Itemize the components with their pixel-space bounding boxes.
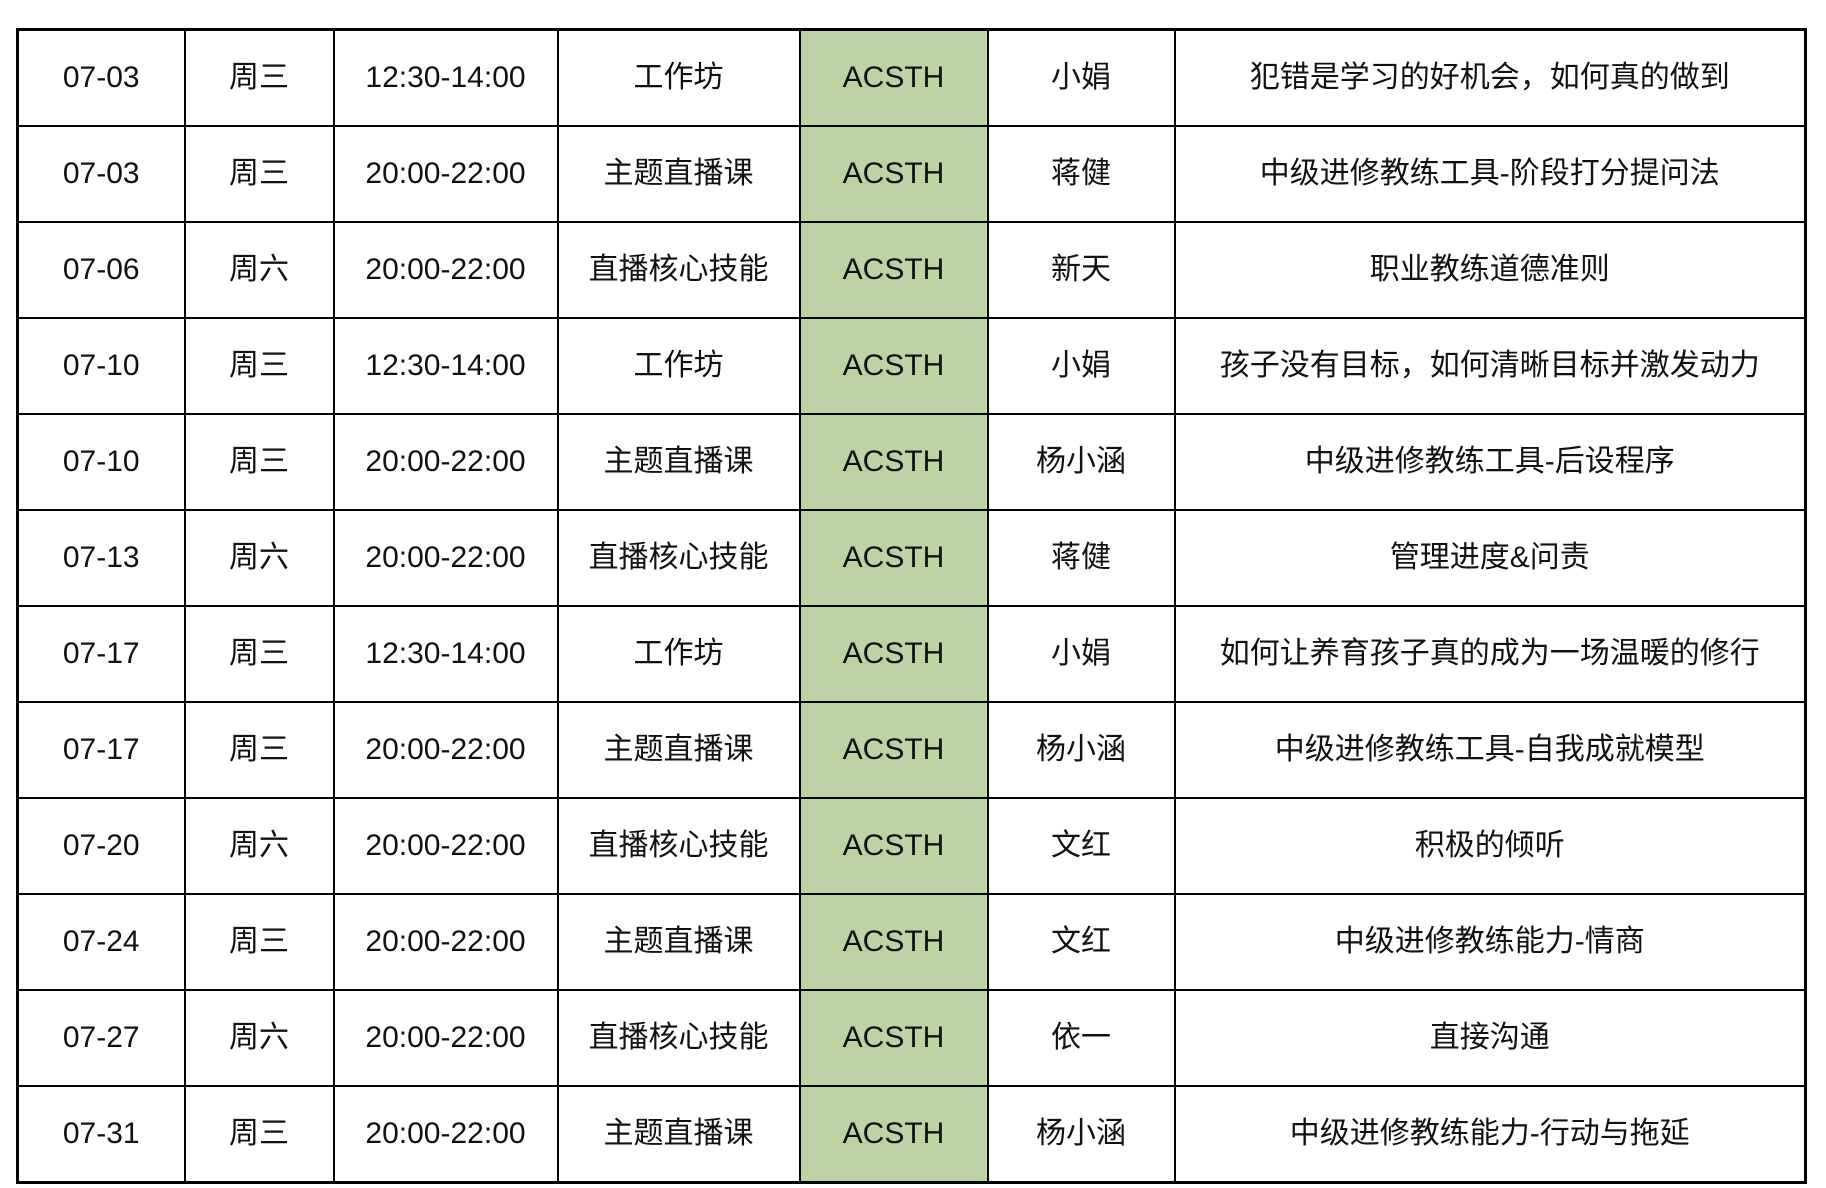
cell-track: ACSTH — [798, 28, 989, 127]
cell-instructor: 蒋健 — [986, 509, 1176, 607]
cell-instructor: 小娟 — [986, 28, 1176, 127]
table-row: 07-31 周三 20:00-22:00 主题直播课 ACSTH 杨小涵 中级进修教练能力-… — [16, 1085, 1807, 1184]
cell-type: 主题直播课 — [556, 701, 801, 799]
cell-topic: 管理进度&问责 — [1173, 509, 1807, 607]
table-row: 07-03 周三 12:30-14:00 工作坊 ACSTH 小娟 犯错是学习的好机会，如何… — [16, 28, 1807, 127]
cell-day: 周六 — [183, 509, 335, 607]
cell-topic: 如何让养育孩子真的成为一场温暖的修行 — [1173, 605, 1807, 703]
cell-topic: 中级进修教练工具-阶段打分提问法 — [1173, 125, 1807, 223]
table-row: 07-24 周三 20:00-22:00 主题直播课 ACSTH 文红 中级进修教练能力-情… — [16, 893, 1807, 991]
cell-type: 工作坊 — [556, 317, 801, 415]
cell-time: 20:00-22:00 — [332, 797, 559, 895]
cell-topic: 孩子没有目标，如何清晰目标并激发动力 — [1173, 317, 1807, 415]
cell-day: 周三 — [183, 605, 335, 703]
cell-instructor: 小娟 — [986, 605, 1176, 703]
cell-day: 周三 — [183, 413, 335, 511]
cell-type: 直播核心技能 — [556, 797, 801, 895]
cell-time: 20:00-22:00 — [332, 125, 559, 223]
cell-time: 12:30-14:00 — [332, 605, 559, 703]
cell-topic: 中级进修教练能力-行动与拖延 — [1173, 1085, 1807, 1184]
cell-topic: 中级进修教练工具-自我成就模型 — [1173, 701, 1807, 799]
cell-topic: 中级进修教练工具-后设程序 — [1173, 413, 1807, 511]
cell-time: 12:30-14:00 — [332, 28, 559, 127]
cell-day: 周六 — [183, 989, 335, 1087]
cell-type: 直播核心技能 — [556, 221, 801, 319]
table-row: 07-27 周六 20:00-22:00 直播核心技能 ACSTH 依一 直接沟通 — [16, 989, 1807, 1087]
cell-instructor: 依一 — [986, 989, 1176, 1087]
cell-date: 07-03 — [16, 28, 186, 127]
cell-day: 周三 — [183, 28, 335, 127]
cell-instructor: 文红 — [986, 797, 1176, 895]
cell-type: 工作坊 — [556, 605, 801, 703]
cell-topic: 犯错是学习的好机会，如何真的做到 — [1173, 28, 1807, 127]
cell-track: ACSTH — [798, 605, 989, 703]
cell-time: 20:00-22:00 — [332, 509, 559, 607]
table-row: 07-13 周六 20:00-22:00 直播核心技能 ACSTH 蒋健 管理进度&问责 — [16, 509, 1807, 607]
cell-track: ACSTH — [798, 317, 989, 415]
cell-topic: 中级进修教练能力-情商 — [1173, 893, 1807, 991]
cell-date: 07-06 — [16, 221, 186, 319]
cell-time: 20:00-22:00 — [332, 1085, 559, 1184]
cell-day: 周六 — [183, 221, 335, 319]
cell-date: 07-27 — [16, 989, 186, 1087]
cell-instructor: 小娟 — [986, 317, 1176, 415]
table-row: 07-17 周三 20:00-22:00 主题直播课 ACSTH 杨小涵 中级进修教练工具-… — [16, 701, 1807, 799]
cell-date: 07-24 — [16, 893, 186, 991]
cell-type: 直播核心技能 — [556, 989, 801, 1087]
cell-track: ACSTH — [798, 413, 989, 511]
cell-day: 周三 — [183, 125, 335, 223]
cell-time: 20:00-22:00 — [332, 989, 559, 1087]
cell-time: 12:30-14:00 — [332, 317, 559, 415]
cell-type: 直播核心技能 — [556, 509, 801, 607]
cell-instructor: 文红 — [986, 893, 1176, 991]
cell-track: ACSTH — [798, 221, 989, 319]
cell-type: 主题直播课 — [556, 125, 801, 223]
cell-type: 工作坊 — [556, 28, 801, 127]
cell-day: 周六 — [183, 797, 335, 895]
cell-topic: 直接沟通 — [1173, 989, 1807, 1087]
cell-type: 主题直播课 — [556, 413, 801, 511]
cell-track: ACSTH — [798, 797, 989, 895]
cell-instructor: 杨小涵 — [986, 1085, 1176, 1184]
schedule-table-body: 07-03 周三 12:30-14:00 工作坊 ACSTH 小娟 犯错是学习的好机会，如何… — [16, 28, 1807, 1184]
cell-topic: 积极的倾听 — [1173, 797, 1807, 895]
cell-track: ACSTH — [798, 989, 989, 1087]
table-row: 07-10 周三 20:00-22:00 主题直播课 ACSTH 杨小涵 中级进修教练工具-… — [16, 413, 1807, 511]
table-row: 07-10 周三 12:30-14:00 工作坊 ACSTH 小娟 孩子没有目标，如何清晰目… — [16, 317, 1807, 415]
table-row: 07-20 周六 20:00-22:00 直播核心技能 ACSTH 文红 积极的倾听 — [16, 797, 1807, 895]
cell-topic: 职业教练道德准则 — [1173, 221, 1807, 319]
cell-instructor: 蒋健 — [986, 125, 1176, 223]
cell-time: 20:00-22:00 — [332, 221, 559, 319]
cell-date: 07-13 — [16, 509, 186, 607]
cell-instructor: 杨小涵 — [986, 701, 1176, 799]
cell-date: 07-03 — [16, 125, 186, 223]
cell-type: 主题直播课 — [556, 893, 801, 991]
cell-instructor: 新天 — [986, 221, 1176, 319]
table-row: 07-03 周三 20:00-22:00 主题直播课 ACSTH 蒋健 中级进修教练工具-阶… — [16, 125, 1807, 223]
schedule-table: 07-03 周三 12:30-14:00 工作坊 ACSTH 小娟 犯错是学习的好机会，如何… — [16, 28, 1807, 1184]
cell-type: 主题直播课 — [556, 1085, 801, 1184]
cell-day: 周三 — [183, 893, 335, 991]
table-row: 07-17 周三 12:30-14:00 工作坊 ACSTH 小娟 如何让养育孩子真的成为一… — [16, 605, 1807, 703]
cell-instructor: 杨小涵 — [986, 413, 1176, 511]
cell-track: ACSTH — [798, 509, 989, 607]
cell-track: ACSTH — [798, 893, 989, 991]
cell-day: 周三 — [183, 1085, 335, 1184]
cell-date: 07-10 — [16, 413, 186, 511]
cell-track: ACSTH — [798, 125, 989, 223]
cell-date: 07-31 — [16, 1085, 186, 1184]
cell-date: 07-17 — [16, 605, 186, 703]
cell-track: ACSTH — [798, 701, 989, 799]
cell-date: 07-17 — [16, 701, 186, 799]
cell-track: ACSTH — [798, 1085, 989, 1184]
cell-day: 周三 — [183, 701, 335, 799]
cell-time: 20:00-22:00 — [332, 893, 559, 991]
cell-time: 20:00-22:00 — [332, 701, 559, 799]
cell-time: 20:00-22:00 — [332, 413, 559, 511]
cell-day: 周三 — [183, 317, 335, 415]
cell-date: 07-20 — [16, 797, 186, 895]
table-row: 07-06 周六 20:00-22:00 直播核心技能 ACSTH 新天 职业教练道德准则 — [16, 221, 1807, 319]
cell-date: 07-10 — [16, 317, 186, 415]
